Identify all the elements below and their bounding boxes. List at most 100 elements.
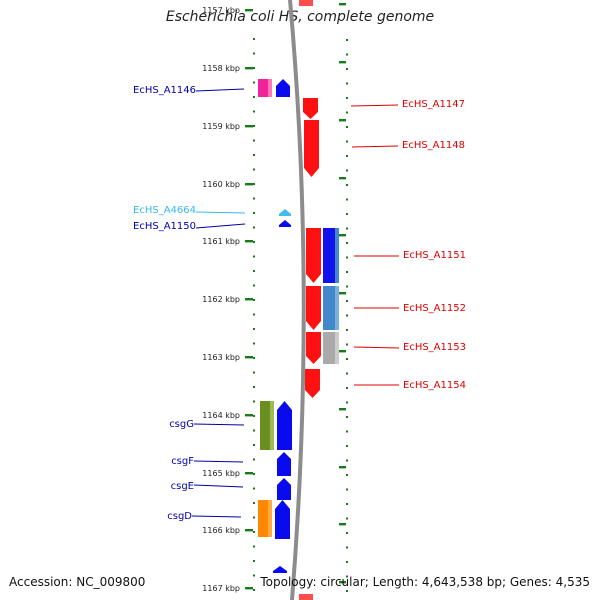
ruler-dot — [253, 328, 255, 330]
genome-summary-text: Topology: circular; Length: 4,643,538 bp… — [260, 575, 590, 589]
gene-arrow — [275, 500, 290, 539]
ruler-dot — [346, 401, 348, 404]
ruler-dot — [253, 168, 255, 171]
ruler-dot — [346, 300, 348, 302]
ruler-dot — [346, 532, 348, 534]
tick-label: 1162 kbp — [202, 295, 240, 304]
leader-line — [193, 484, 244, 488]
tick-label: 1163 kbp — [202, 353, 240, 362]
ruler-dot — [253, 52, 255, 55]
ruler-tick — [339, 350, 346, 353]
ruler-dot — [253, 125, 255, 127]
ruler-dot — [253, 502, 255, 504]
gene-label-csgd[interactable]: csgD — [167, 511, 192, 522]
gene-arrow — [306, 286, 321, 330]
gene-label-echs-a1147[interactable]: EcHS_A1147 — [402, 99, 465, 110]
backbone-curve — [288, 0, 306, 600]
gene-arrow — [306, 228, 321, 283]
ruler-dot — [346, 271, 348, 273]
gene-label-csgg[interactable]: csgG — [169, 419, 194, 430]
tick-label: 1160 kbp — [202, 180, 240, 189]
ruler-dot — [346, 53, 348, 56]
ruler-dot — [346, 140, 348, 143]
ruler-dot — [346, 213, 348, 215]
ruler-dot — [253, 371, 255, 374]
gene-block-edge — [335, 286, 339, 330]
ruler-tick — [339, 3, 346, 6]
ruler-dot — [346, 242, 348, 244]
ruler-tick — [339, 408, 346, 411]
gene-arrow — [303, 98, 318, 119]
gene-block-edge — [268, 79, 272, 97]
ruler-dot — [346, 488, 348, 491]
ruler-dot — [253, 139, 255, 142]
ruler-dot — [346, 358, 348, 360]
ruler-tick — [339, 119, 346, 122]
ruler-dot — [253, 415, 255, 417]
chromosome-backbone — [288, 0, 313, 600]
gene-arrow — [305, 369, 320, 398]
ruler-dot — [253, 531, 255, 533]
ruler-dot — [346, 155, 348, 157]
ruler-dot — [253, 81, 255, 84]
ruler-dot — [253, 429, 255, 432]
gene-arrow — [304, 120, 319, 177]
ruler-tick — [339, 234, 346, 237]
ruler-dot — [346, 503, 348, 505]
ruler-dot — [346, 416, 348, 418]
gene-block — [299, 594, 313, 600]
gene-arrow — [277, 401, 292, 450]
gene-label-csge[interactable]: csgE — [171, 481, 194, 492]
tick-label: 1157 kbp — [202, 6, 240, 15]
ruler-dot — [253, 154, 255, 156]
ruler-dot — [253, 255, 255, 258]
ruler-dot — [346, 126, 348, 128]
ruler-dot — [346, 387, 348, 389]
gene-label-echs-a1152[interactable]: EcHS_A1152 — [403, 303, 466, 314]
ruler-tick — [245, 125, 253, 128]
ruler-dot — [346, 111, 348, 114]
ruler-dot — [253, 487, 255, 490]
ruler-dot — [346, 82, 348, 85]
gene-features — [258, 79, 339, 573]
ruler-tick — [245, 587, 253, 590]
leader-line — [350, 104, 399, 107]
tick-label: 1165 kbp — [202, 469, 240, 478]
gene-label-echs-a1150[interactable]: EcHS_A1150 — [133, 221, 196, 232]
ruler-dot — [346, 227, 348, 230]
tick-label: 1166 kbp — [202, 526, 240, 535]
ruler-dot — [346, 39, 348, 41]
gene-label-echs-a1151[interactable]: EcHS_A1151 — [403, 250, 466, 261]
tick-label: 1161 kbp — [202, 237, 240, 246]
leader-line — [351, 145, 399, 148]
ruler-tick — [339, 292, 346, 295]
gene-label-echs-a1154[interactable]: EcHS_A1154 — [403, 380, 466, 391]
ruler-dot — [346, 343, 348, 346]
leader-line — [191, 515, 242, 518]
leader-line — [193, 423, 245, 426]
gene-block — [299, 0, 313, 6]
gene-label-csgf[interactable]: csgF — [171, 456, 194, 467]
ruler-ticks: 1157 kbp 1158 kbp 1159 kbp 1160 kbp 1161 kbp… — [202, 3, 346, 593]
ruler-dot — [253, 473, 255, 475]
ruler-dot — [253, 270, 255, 272]
gene-block-edge — [270, 401, 274, 450]
leader-line — [195, 88, 245, 92]
ruler-dot — [346, 459, 348, 462]
ruler-dot — [253, 342, 255, 345]
ruler-dot — [253, 67, 255, 69]
ruler-dot — [253, 458, 255, 461]
gene-arrow — [279, 209, 291, 216]
ruler-dot — [253, 516, 255, 519]
gene-label-echs-a1153[interactable]: EcHS_A1153 — [403, 342, 466, 353]
gene-label-echs-a4664[interactable]: EcHS_A4664 — [133, 205, 196, 216]
ruler-dot — [253, 574, 255, 577]
gene-arrow — [273, 566, 287, 573]
gene-arrow — [306, 332, 321, 364]
ruler-tick — [339, 177, 346, 180]
ruler-tick — [245, 529, 253, 532]
gene-label-echs-a1148[interactable]: EcHS_A1148 — [402, 140, 465, 151]
right-ruler — [346, 39, 348, 592]
gene-label-echs-a1146[interactable]: EcHS_A1146 — [133, 85, 196, 96]
ruler-dot — [253, 212, 255, 214]
